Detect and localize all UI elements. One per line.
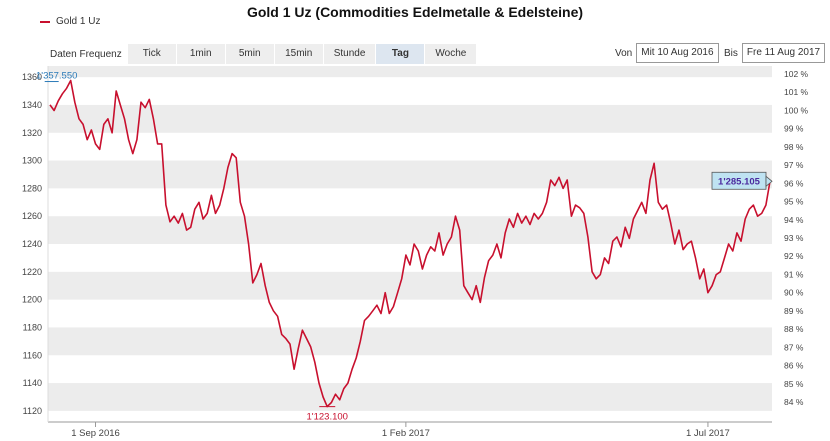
x-axis: 1 Sep 2016 1 Feb 2017 1 Jul 2017 <box>47 66 772 439</box>
freq-1min-button[interactable]: 1min <box>176 44 225 64</box>
y2-tick-label: 86 % <box>784 361 804 371</box>
series-line-gold <box>49 79 771 408</box>
y-tick-label: 1200 <box>22 295 42 305</box>
y2-tick-label: 102 % <box>784 69 809 79</box>
x-tick-label: 1 Feb 2017 <box>382 428 430 439</box>
y-tick-label: 1240 <box>22 239 42 249</box>
legend-swatch <box>40 20 50 23</box>
grid-band <box>48 383 772 411</box>
legend: Gold 1 Uz <box>40 16 100 27</box>
y2-tick-label: 90 % <box>784 288 804 298</box>
x-tick-label: 1 Jul 2017 <box>686 428 730 439</box>
chart-title: Gold 1 Uz (Commodities Edelmetalle & Ede… <box>246 4 584 20</box>
y-tick-label: 1180 <box>23 322 42 332</box>
y-tick-label: 1160 <box>23 350 42 360</box>
y2-tick-label: 85 % <box>784 379 804 389</box>
y2-tick-label: 98 % <box>784 142 804 152</box>
grid-band <box>48 66 772 78</box>
y-tick-label: 1280 <box>22 183 42 193</box>
from-label: Von <box>615 47 633 59</box>
freq-tag-button[interactable]: Tag <box>376 44 425 64</box>
y2-tick-label: 87 % <box>784 342 804 352</box>
y-tick-label: 1120 <box>23 406 42 416</box>
frequency-label: Daten Frequenz <box>50 48 122 60</box>
y-tick-label: 1140 <box>23 378 42 388</box>
freq-tick-button[interactable]: Tick <box>127 44 176 64</box>
min-label: 1'123.100 <box>307 412 348 423</box>
y2-tick-label: 91 % <box>784 269 804 279</box>
y2-tick-label: 99 % <box>784 124 804 134</box>
y2-tick-label: 100 % <box>784 105 809 115</box>
grid-bands <box>48 66 772 411</box>
to-label: Bis <box>724 47 738 59</box>
grid-band <box>48 327 772 356</box>
grid-band <box>48 271 772 300</box>
y2-tick-label: 89 % <box>784 306 804 316</box>
freq-stunde-button[interactable]: Stunde <box>323 44 376 64</box>
y-tick-label: 1260 <box>22 211 42 221</box>
y2-tick-label: 93 % <box>784 233 804 243</box>
grid-band <box>48 104 772 133</box>
y2-tick-label: 101 % <box>784 87 809 97</box>
last-value-pointer <box>765 175 773 188</box>
x-tick-label: 1 Sep 2016 <box>71 428 120 439</box>
freq-woche-button[interactable]: Woche <box>425 44 477 64</box>
last-value-label: 1'285.105 <box>718 176 761 187</box>
grid-band <box>48 160 772 189</box>
grid-band <box>48 216 772 244</box>
legend-label: Gold 1 Uz <box>56 16 101 27</box>
freq-15min-button[interactable]: 15min <box>274 44 323 64</box>
y2-tick-label: 88 % <box>784 324 804 334</box>
max-label: 1'357.550 <box>36 71 77 82</box>
from-date-input[interactable]: Mit 10 Aug 2016 <box>636 43 719 63</box>
y-tick-label: 1300 <box>22 156 42 166</box>
y-tick-label: 1220 <box>22 267 42 277</box>
annotations: 1'357.550 1'123.100 1'285.105 <box>36 71 773 423</box>
y2-tick-label: 92 % <box>784 251 804 261</box>
y-tick-label: 1320 <box>22 128 42 138</box>
y2-tick-label: 96 % <box>784 178 804 188</box>
y-axis-right: 84 % 85 % 86 % 87 % 88 % 89 % 90 % 91 % 92 % 93 %… <box>784 69 809 407</box>
date-from: Von Mit 10 Aug 2016 <box>615 43 719 63</box>
y-tick-label: 1340 <box>22 100 42 110</box>
y2-tick-label: 84 % <box>784 397 804 407</box>
date-to: Bis Fre 11 Aug 2017 <box>724 43 826 63</box>
frequency-toolbar: Daten Frequenz Tick 1min 5min 15min Stun… <box>50 44 477 64</box>
y2-tick-label: 95 % <box>784 197 804 207</box>
y-axis-left: 1120 1140 1160 1180 1200 1220 1240 1260 1280 1300… <box>22 72 42 416</box>
y2-tick-label: 97 % <box>784 160 804 170</box>
to-date-input[interactable]: Fre 11 Aug 2017 <box>741 43 826 63</box>
freq-5min-button[interactable]: 5min <box>225 44 274 64</box>
y2-tick-label: 94 % <box>784 215 804 225</box>
y-tick-label: 1360 <box>22 72 42 82</box>
